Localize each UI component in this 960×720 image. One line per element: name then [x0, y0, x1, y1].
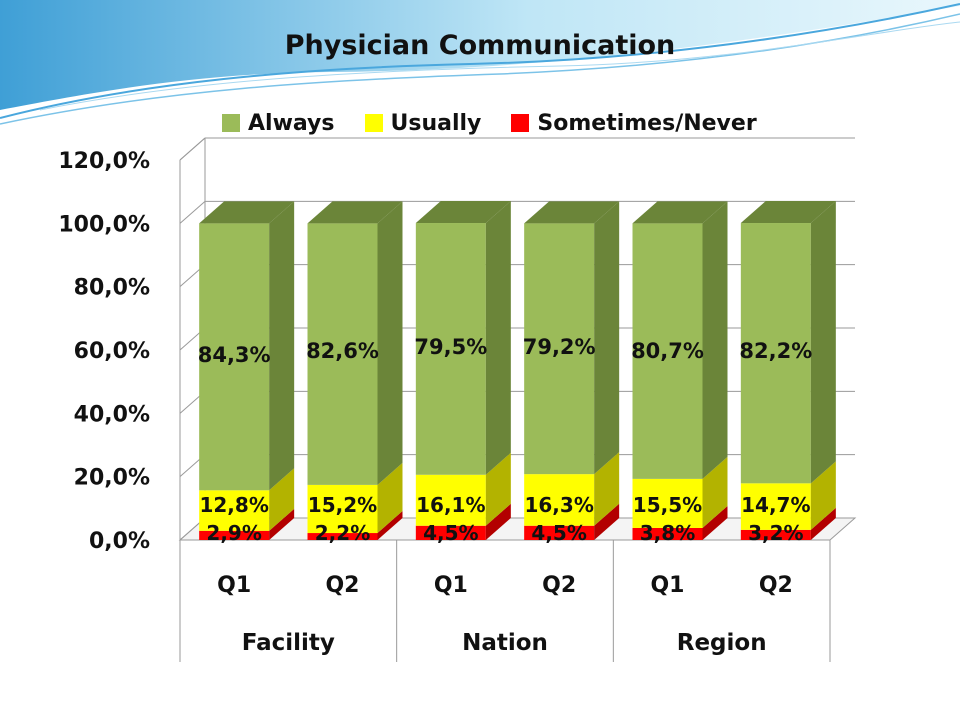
bar-side [269, 468, 295, 531]
data-label: 2,2% [315, 521, 370, 545]
data-label: 3,2% [748, 521, 803, 545]
bar-top [740, 201, 836, 224]
data-label: 4,5% [531, 521, 586, 545]
bar-side [702, 505, 728, 540]
bar-top [415, 201, 511, 224]
x-tick-label: Q1 [650, 573, 684, 598]
x-tick-label: Q2 [542, 573, 576, 598]
data-label: 15,5% [633, 493, 702, 517]
y-tick-label: 0,0% [89, 529, 150, 554]
legend-swatch-sometimes-never [511, 114, 530, 132]
x-tick-label: Q2 [325, 573, 359, 598]
side-gridline [179, 137, 206, 161]
data-label: 82,2% [739, 339, 812, 363]
chart-legend: Always Usually Sometimes/Never [222, 108, 757, 138]
bar-side [377, 511, 403, 540]
bar-side [594, 201, 620, 475]
bar-side [810, 507, 836, 540]
data-label: 12,8% [199, 493, 268, 517]
bar-top [199, 201, 295, 224]
bar-segment [415, 223, 486, 475]
legend-label-sometimes-never: Sometimes/Never [537, 110, 757, 136]
y-tick-label: 60,0% [74, 339, 150, 364]
data-label: 16,1% [416, 493, 485, 517]
bar-side [377, 201, 403, 485]
data-label: 3,8% [640, 521, 695, 545]
bar-segment [415, 525, 486, 540]
bar-segment [307, 533, 378, 540]
bar-side [702, 456, 728, 528]
legend-item-always: Always [222, 111, 335, 136]
data-label: 82,6% [306, 339, 379, 363]
x-tick-label: Q1 [217, 573, 251, 598]
y-tick-label: 80,0% [74, 276, 150, 301]
data-label: 14,7% [741, 493, 810, 517]
data-label: 79,5% [414, 335, 487, 359]
legend-item-sometimes-never: Sometimes/Never [511, 110, 757, 136]
data-label: 16,3% [524, 493, 593, 517]
legend-swatch-usually [364, 114, 383, 132]
bar-side [269, 508, 295, 540]
y-tick-label: 40,0% [74, 402, 150, 427]
group-label: Region [677, 630, 767, 656]
y-tick-label: 120,0% [58, 149, 150, 174]
y-tick-label: 100,0% [58, 212, 150, 237]
bar-segment [740, 529, 811, 540]
data-label: 4,5% [423, 521, 478, 545]
legend-item-usually: Usually [364, 110, 482, 136]
bar-segment [199, 490, 270, 531]
bar-segment [415, 474, 486, 526]
legend-label-always: Always [248, 110, 335, 136]
data-label: 80,7% [631, 339, 704, 363]
bar-side [485, 503, 511, 540]
x-tick-label: Q1 [434, 573, 468, 598]
bar-segment [632, 527, 703, 540]
bar-segment [632, 478, 703, 528]
bar-side [702, 201, 728, 479]
bar-segment [740, 223, 811, 484]
bar-segment [740, 483, 811, 530]
data-label: 84,3% [198, 343, 271, 367]
data-label: 15,2% [308, 493, 377, 517]
data-label: 79,2% [523, 335, 596, 359]
bar-side [594, 503, 620, 540]
bar-side [269, 201, 295, 491]
bar-side [485, 201, 511, 475]
bar-top [524, 201, 620, 224]
bar-segment [199, 223, 270, 491]
bar-segment [524, 525, 595, 540]
chart-title: Physician Communication [284, 30, 676, 61]
legend-label-usually: Usually [390, 110, 482, 136]
bar-side [810, 461, 836, 530]
bar-segment [307, 484, 378, 534]
bar-side [810, 201, 836, 484]
bar-segment [307, 223, 378, 485]
bar-side [377, 462, 403, 534]
data-label: 2,9% [206, 521, 261, 545]
side-gridline [179, 200, 206, 224]
bar-side [594, 452, 620, 526]
bar-segment [524, 474, 595, 526]
bar-segment [632, 223, 703, 479]
group-label: Facility [242, 630, 335, 656]
bar-segment [524, 223, 595, 475]
bar-side [485, 452, 511, 526]
bar-top [632, 201, 728, 224]
bar-top [307, 201, 403, 224]
x-tick-label: Q2 [759, 573, 793, 598]
group-label: Nation [462, 630, 548, 656]
bar-segment [199, 530, 270, 540]
y-tick-label: 20,0% [74, 466, 150, 491]
legend-swatch-always [222, 114, 240, 132]
